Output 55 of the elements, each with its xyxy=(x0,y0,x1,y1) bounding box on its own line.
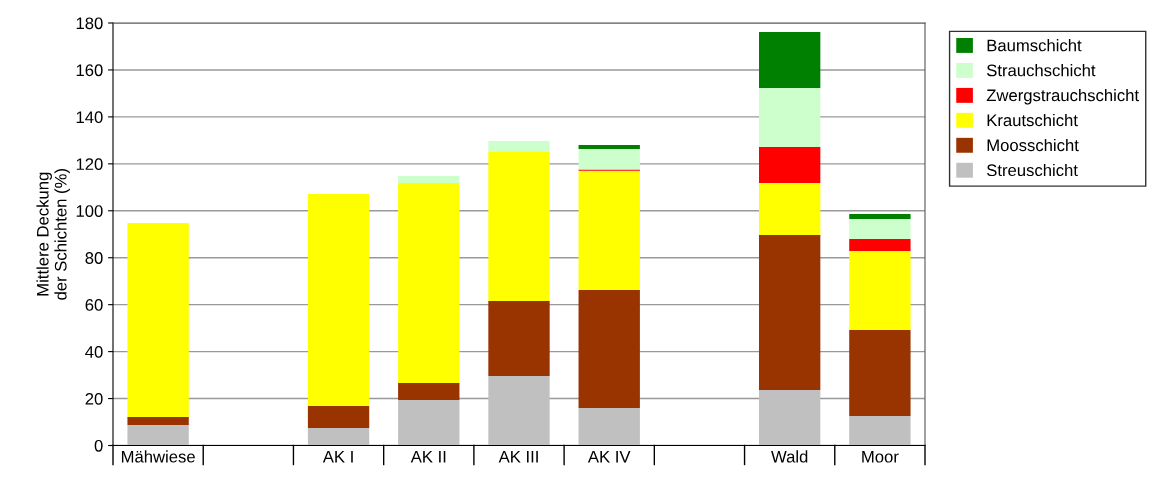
bar xyxy=(849,250,911,331)
y-tick-label: 140 xyxy=(76,111,103,124)
bar xyxy=(758,390,821,446)
x-tick-label: Wald xyxy=(771,450,808,463)
y-tick-label: 60 xyxy=(85,299,103,311)
y-tick-label: 40 xyxy=(85,346,103,358)
bar xyxy=(578,170,640,290)
bar xyxy=(398,399,460,446)
legend-label: Moosschicht xyxy=(987,138,1079,152)
y-tick-label: 0 xyxy=(94,439,103,452)
bar xyxy=(849,238,911,251)
bar xyxy=(398,383,460,400)
x-tick-label: Mähwiese xyxy=(121,450,195,463)
y-tick-label: 100 xyxy=(76,205,103,217)
bar xyxy=(307,427,370,446)
bar xyxy=(488,141,550,153)
x-tick-label: AK III xyxy=(498,450,538,463)
bar xyxy=(758,146,821,184)
bar xyxy=(488,376,550,446)
y-tick-label: 80 xyxy=(85,252,103,264)
legend-label: Strauchschicht xyxy=(987,64,1096,77)
bar xyxy=(578,149,640,170)
y-tick-label: 120 xyxy=(76,158,103,171)
bar xyxy=(578,407,640,446)
bar xyxy=(758,31,821,89)
bar xyxy=(849,218,911,239)
legend-label: Zwergstrauchschicht xyxy=(986,89,1139,105)
bar xyxy=(578,145,640,150)
y-tick-label: 20 xyxy=(85,392,103,405)
x-tick-label: AK II xyxy=(410,450,446,463)
bar xyxy=(307,193,370,407)
y-tick-label: 160 xyxy=(76,64,103,77)
legend-label: Baumschicht xyxy=(987,39,1082,52)
bar xyxy=(398,183,460,384)
bar xyxy=(127,425,189,446)
bar xyxy=(849,415,911,446)
bar xyxy=(488,300,550,377)
bar xyxy=(758,183,821,235)
legend-label: Streuschicht xyxy=(987,163,1078,177)
bar xyxy=(127,417,189,426)
bar xyxy=(758,88,821,147)
bar xyxy=(488,152,550,301)
legend-label: Krautschicht xyxy=(987,113,1078,127)
x-tick-label: Moor xyxy=(862,450,899,463)
bar xyxy=(307,406,370,428)
bar xyxy=(398,176,460,184)
y-tick-label: 180 xyxy=(76,17,103,30)
x-tick-label: AK I xyxy=(322,450,353,463)
bar xyxy=(849,330,911,416)
bar xyxy=(578,289,640,408)
y-axis-title: Mittlere Deckung der Schichten (%) xyxy=(36,169,70,300)
bar xyxy=(127,222,189,418)
x-tick-label: AK IV xyxy=(587,450,631,463)
bar xyxy=(758,234,821,391)
bar xyxy=(849,214,911,219)
